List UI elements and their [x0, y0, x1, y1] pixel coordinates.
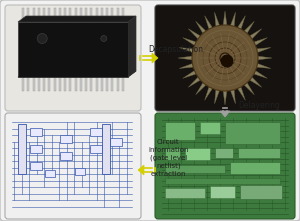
Bar: [22, 8, 24, 22]
Polygon shape: [188, 77, 200, 87]
Polygon shape: [205, 16, 212, 29]
Bar: [80, 8, 82, 22]
Circle shape: [221, 55, 233, 67]
Circle shape: [192, 25, 258, 91]
Bar: [60, 152, 72, 160]
Bar: [30, 162, 42, 170]
Polygon shape: [230, 90, 236, 104]
Polygon shape: [196, 21, 206, 33]
Bar: [80, 77, 82, 91]
FancyBboxPatch shape: [5, 5, 141, 111]
Bar: [238, 148, 280, 158]
Bar: [64, 8, 66, 22]
Bar: [90, 128, 102, 136]
FancyBboxPatch shape: [5, 113, 141, 219]
Bar: [32, 8, 34, 22]
Polygon shape: [214, 90, 220, 104]
Bar: [102, 124, 110, 174]
Circle shape: [37, 34, 47, 44]
Bar: [165, 188, 205, 198]
Polygon shape: [257, 63, 271, 69]
Bar: [230, 162, 280, 174]
Polygon shape: [205, 87, 212, 100]
Bar: [106, 8, 108, 22]
Bar: [240, 185, 282, 199]
Polygon shape: [254, 38, 267, 45]
Polygon shape: [178, 56, 192, 60]
Bar: [22, 77, 24, 91]
Bar: [165, 122, 195, 140]
Bar: [38, 77, 40, 91]
Bar: [75, 8, 76, 22]
Polygon shape: [179, 63, 193, 69]
Polygon shape: [183, 38, 196, 45]
FancyBboxPatch shape: [155, 5, 295, 111]
Bar: [112, 8, 113, 22]
Polygon shape: [18, 16, 136, 22]
Bar: [64, 77, 66, 91]
Polygon shape: [250, 29, 262, 39]
Bar: [90, 8, 92, 22]
Polygon shape: [238, 16, 245, 29]
Polygon shape: [244, 83, 254, 95]
Bar: [117, 77, 119, 91]
Polygon shape: [214, 12, 220, 26]
Polygon shape: [254, 71, 267, 78]
Bar: [110, 138, 122, 146]
Polygon shape: [138, 165, 144, 175]
Bar: [122, 77, 124, 91]
Bar: [101, 77, 103, 91]
Bar: [85, 77, 87, 91]
Bar: [48, 8, 50, 22]
Bar: [96, 77, 98, 91]
Bar: [18, 124, 26, 174]
Bar: [30, 128, 42, 136]
Bar: [59, 77, 61, 91]
Bar: [106, 77, 108, 91]
Bar: [54, 77, 56, 91]
Bar: [165, 165, 225, 173]
Bar: [112, 77, 113, 91]
Bar: [54, 8, 56, 22]
Bar: [122, 8, 124, 22]
Bar: [210, 186, 235, 198]
Text: Decapsulation: Decapsulation: [148, 46, 203, 55]
Polygon shape: [238, 87, 245, 100]
Text: Delayering: Delayering: [238, 101, 280, 110]
Bar: [101, 8, 103, 22]
Bar: [165, 148, 180, 160]
Polygon shape: [223, 11, 227, 25]
Bar: [45, 170, 55, 177]
Polygon shape: [258, 56, 272, 60]
Polygon shape: [250, 77, 262, 87]
Bar: [18, 22, 128, 77]
Bar: [117, 8, 119, 22]
FancyBboxPatch shape: [155, 113, 295, 219]
Bar: [69, 77, 71, 91]
Bar: [75, 77, 76, 91]
Polygon shape: [244, 21, 254, 33]
Bar: [43, 8, 45, 22]
Bar: [27, 8, 29, 22]
Bar: [96, 8, 98, 22]
Bar: [59, 8, 61, 22]
Polygon shape: [183, 71, 196, 78]
Bar: [60, 135, 72, 143]
Bar: [85, 8, 87, 22]
Polygon shape: [196, 83, 206, 95]
Bar: [165, 178, 280, 184]
Bar: [75, 168, 85, 175]
Polygon shape: [230, 12, 236, 26]
Polygon shape: [152, 53, 158, 63]
Polygon shape: [220, 111, 230, 117]
Text: Circuit
information
(gate level
netlist)
extraction: Circuit information (gate level netlist)…: [148, 139, 188, 177]
Bar: [69, 8, 71, 22]
Bar: [90, 77, 92, 91]
Bar: [27, 77, 29, 91]
Bar: [90, 145, 102, 153]
Polygon shape: [179, 48, 193, 52]
Bar: [200, 122, 220, 134]
Bar: [48, 77, 50, 91]
Bar: [38, 8, 40, 22]
